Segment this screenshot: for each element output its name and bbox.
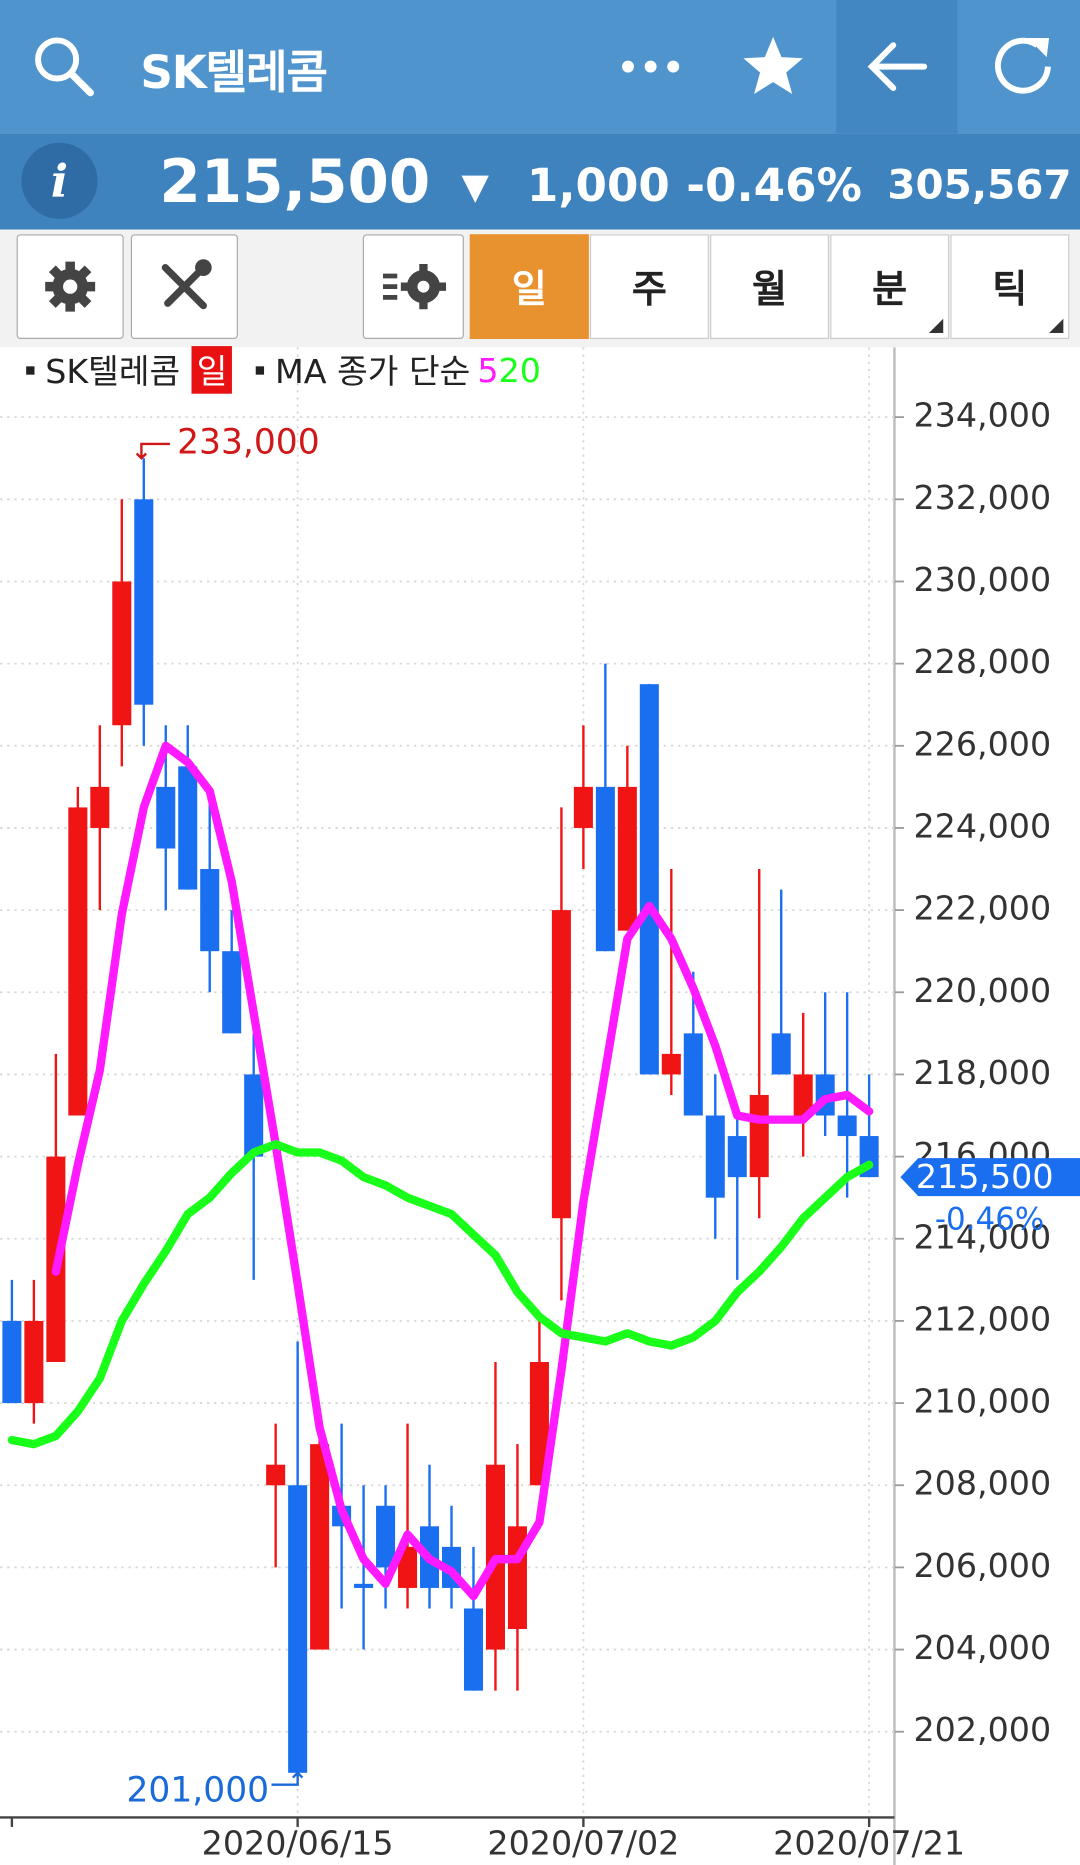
y-tick-label: 202,000 <box>913 1710 1051 1749</box>
candle-body <box>771 1033 791 1075</box>
candle-body <box>376 1505 396 1568</box>
price: 215,500 <box>159 147 431 217</box>
candle-body <box>244 1074 264 1157</box>
period-tab[interactable]: 주 <box>589 234 709 339</box>
top-bar: SK텔레콤 <box>0 0 1080 134</box>
legend-ma5: 5 <box>477 350 499 390</box>
x-tick-label: 2020/07/02 <box>487 1823 679 1862</box>
candle-body <box>266 1464 286 1486</box>
candle-body <box>573 786 593 828</box>
legend-ma: MA 종가 단순 <box>274 352 471 392</box>
y-tick-label: 208,000 <box>913 1464 1051 1503</box>
min-arrow <box>271 1771 304 1786</box>
candle-body <box>178 766 198 890</box>
max-arrow <box>135 442 170 460</box>
period-tab[interactable]: 월 <box>710 234 830 339</box>
last-price-box <box>900 1158 1080 1197</box>
info-icon[interactable]: i <box>21 142 98 219</box>
candle-body <box>705 1115 725 1198</box>
more-icon[interactable] <box>619 55 686 79</box>
period-tab[interactable]: 일 <box>469 234 589 339</box>
candle-body <box>68 807 88 1116</box>
y-tick-label: 218,000 <box>913 1053 1051 1092</box>
candle-body <box>200 869 220 952</box>
change-arrow: ▼ <box>461 166 489 209</box>
y-tick-label: 228,000 <box>913 642 1051 681</box>
candle-body <box>354 1583 374 1588</box>
candle-body <box>749 1094 769 1178</box>
x-tick-label: 2020/07/21 <box>773 1823 965 1862</box>
candle-body <box>156 786 176 849</box>
y-tick-label: 212,000 <box>913 1299 1051 1338</box>
y-tick-label: 232,000 <box>913 478 1051 517</box>
quote-bar: i 215,500 ▼ 1,000 -0.46% 305,567 <box>0 133 1080 230</box>
y-tick-label: 220,000 <box>913 971 1051 1010</box>
y-tick-label: 234,000 <box>913 396 1051 435</box>
refresh-icon[interactable] <box>990 33 1057 100</box>
change: 1,000 <box>526 159 670 212</box>
candle-body <box>398 1546 418 1588</box>
y-tick-label: 224,000 <box>913 806 1051 845</box>
last-change: -0.46% <box>935 1202 1044 1238</box>
chart-bg <box>0 347 1080 1865</box>
y-tick-label: 206,000 <box>913 1546 1051 1585</box>
y-tick-label: 226,000 <box>913 724 1051 763</box>
y-tick-label: 204,000 <box>913 1628 1051 1667</box>
last-price: 215,500 <box>916 1157 1054 1196</box>
tools-button[interactable] <box>130 234 238 339</box>
candle-body <box>222 951 242 1034</box>
ma-line <box>51 741 874 1601</box>
star-icon[interactable] <box>740 33 807 100</box>
legend-stock: SK텔레콤 <box>45 352 181 392</box>
period-tab[interactable]: 분 <box>830 234 950 339</box>
min-label: 201,000 <box>126 1770 269 1810</box>
y-tick-label: 230,000 <box>913 560 1051 599</box>
legend: SK텔레콤 일 MA 종가 단순 5 20 <box>26 346 541 394</box>
candle-body <box>595 786 615 952</box>
candle-body <box>837 1115 857 1137</box>
candle-body <box>727 1136 747 1178</box>
period-tab[interactable]: 틱 <box>950 234 1070 339</box>
legend-ma20: 20 <box>498 350 541 390</box>
x-tick-label: 2020/06/15 <box>202 1823 394 1862</box>
candle-body <box>134 499 154 705</box>
max-label: 233,000 <box>177 422 320 462</box>
ma-line <box>7 1140 874 1449</box>
legend-badge: 일 <box>192 346 233 394</box>
change-rate: -0.46% <box>686 159 862 212</box>
candle-body <box>112 581 132 726</box>
candle-body <box>661 1053 681 1075</box>
candle-body <box>463 1608 484 1691</box>
y-tick-label: 214,000 <box>913 1217 1051 1256</box>
y-tick-label: 210,000 <box>913 1382 1051 1421</box>
candle-body <box>639 684 659 1075</box>
stock-title[interactable]: SK텔레콤 <box>140 46 328 99</box>
search-icon[interactable] <box>31 33 98 100</box>
candle-body <box>288 1485 308 1773</box>
candle-body <box>529 1361 549 1486</box>
candle-body <box>310 1444 330 1650</box>
candle-body <box>683 1033 703 1116</box>
candle-body <box>793 1074 813 1116</box>
candle-body <box>2 1320 22 1404</box>
indicator-button[interactable] <box>362 234 464 339</box>
back-button[interactable] <box>836 0 958 134</box>
candle-body <box>617 786 637 931</box>
y-tick-label: 222,000 <box>913 889 1051 928</box>
candle-body <box>90 786 110 828</box>
candle-body <box>551 910 571 1219</box>
settings-button[interactable] <box>16 234 124 339</box>
volume: 305,567 <box>887 161 1072 210</box>
candle-body <box>24 1320 44 1404</box>
